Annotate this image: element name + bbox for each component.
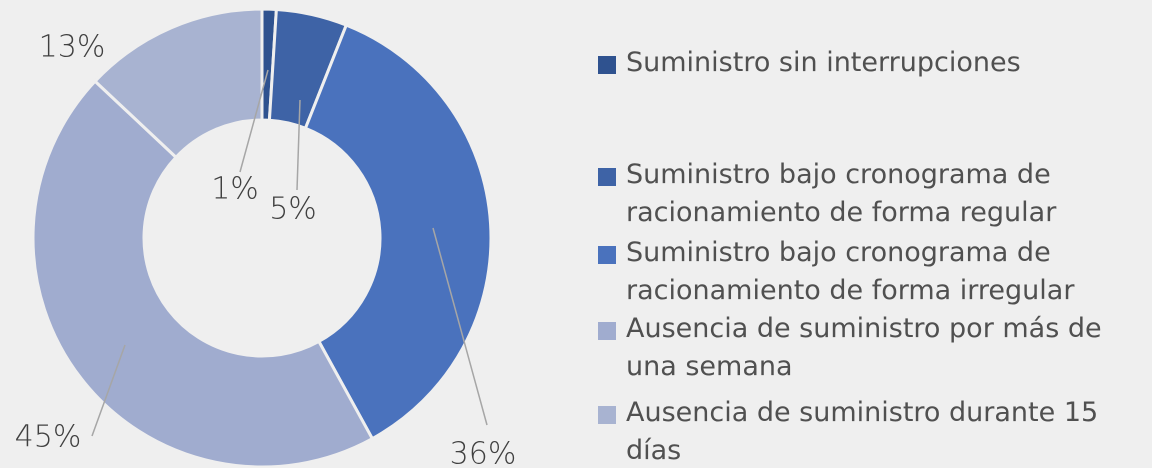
legend-swatch (598, 406, 616, 424)
slice (303, 23, 493, 441)
legend-label: Suministro bajo cronograma de racionamie… (626, 237, 1075, 306)
legend-swatch (598, 168, 616, 186)
leader-line (296, 99, 301, 191)
legend-item: Ausencia de suministro por más de una se… (598, 310, 1148, 386)
slice (31, 79, 375, 468)
slice (92, 7, 264, 160)
legend-label: Ausencia de suministro durante 15 días (626, 397, 1099, 466)
legend-item: Suministro bajo cronograma de racionamie… (598, 156, 1148, 232)
legend-label: Suministro bajo cronograma de racionamie… (626, 159, 1057, 228)
data-label: 13% (39, 30, 106, 65)
legend-swatch (598, 246, 616, 264)
legend-item: Suministro bajo cronograma de racionamie… (598, 234, 1148, 310)
legend-label: Suministro sin interrupciones (626, 47, 1021, 78)
legend-item: Ausencia de suministro durante 15 días (598, 394, 1148, 468)
legend-swatch (598, 56, 616, 74)
leader-line (91, 344, 126, 437)
leader-line (239, 69, 269, 173)
data-label: 5% (269, 192, 317, 227)
leader-line (432, 227, 488, 426)
legend-swatch (598, 322, 616, 340)
legend-item: Suministro sin interrupciones (598, 44, 1021, 82)
legend-label: Ausencia de suministro por más de una se… (626, 313, 1102, 382)
data-label: 1% (211, 172, 259, 207)
data-label: 36% (450, 437, 517, 468)
data-label: 45% (15, 420, 82, 455)
